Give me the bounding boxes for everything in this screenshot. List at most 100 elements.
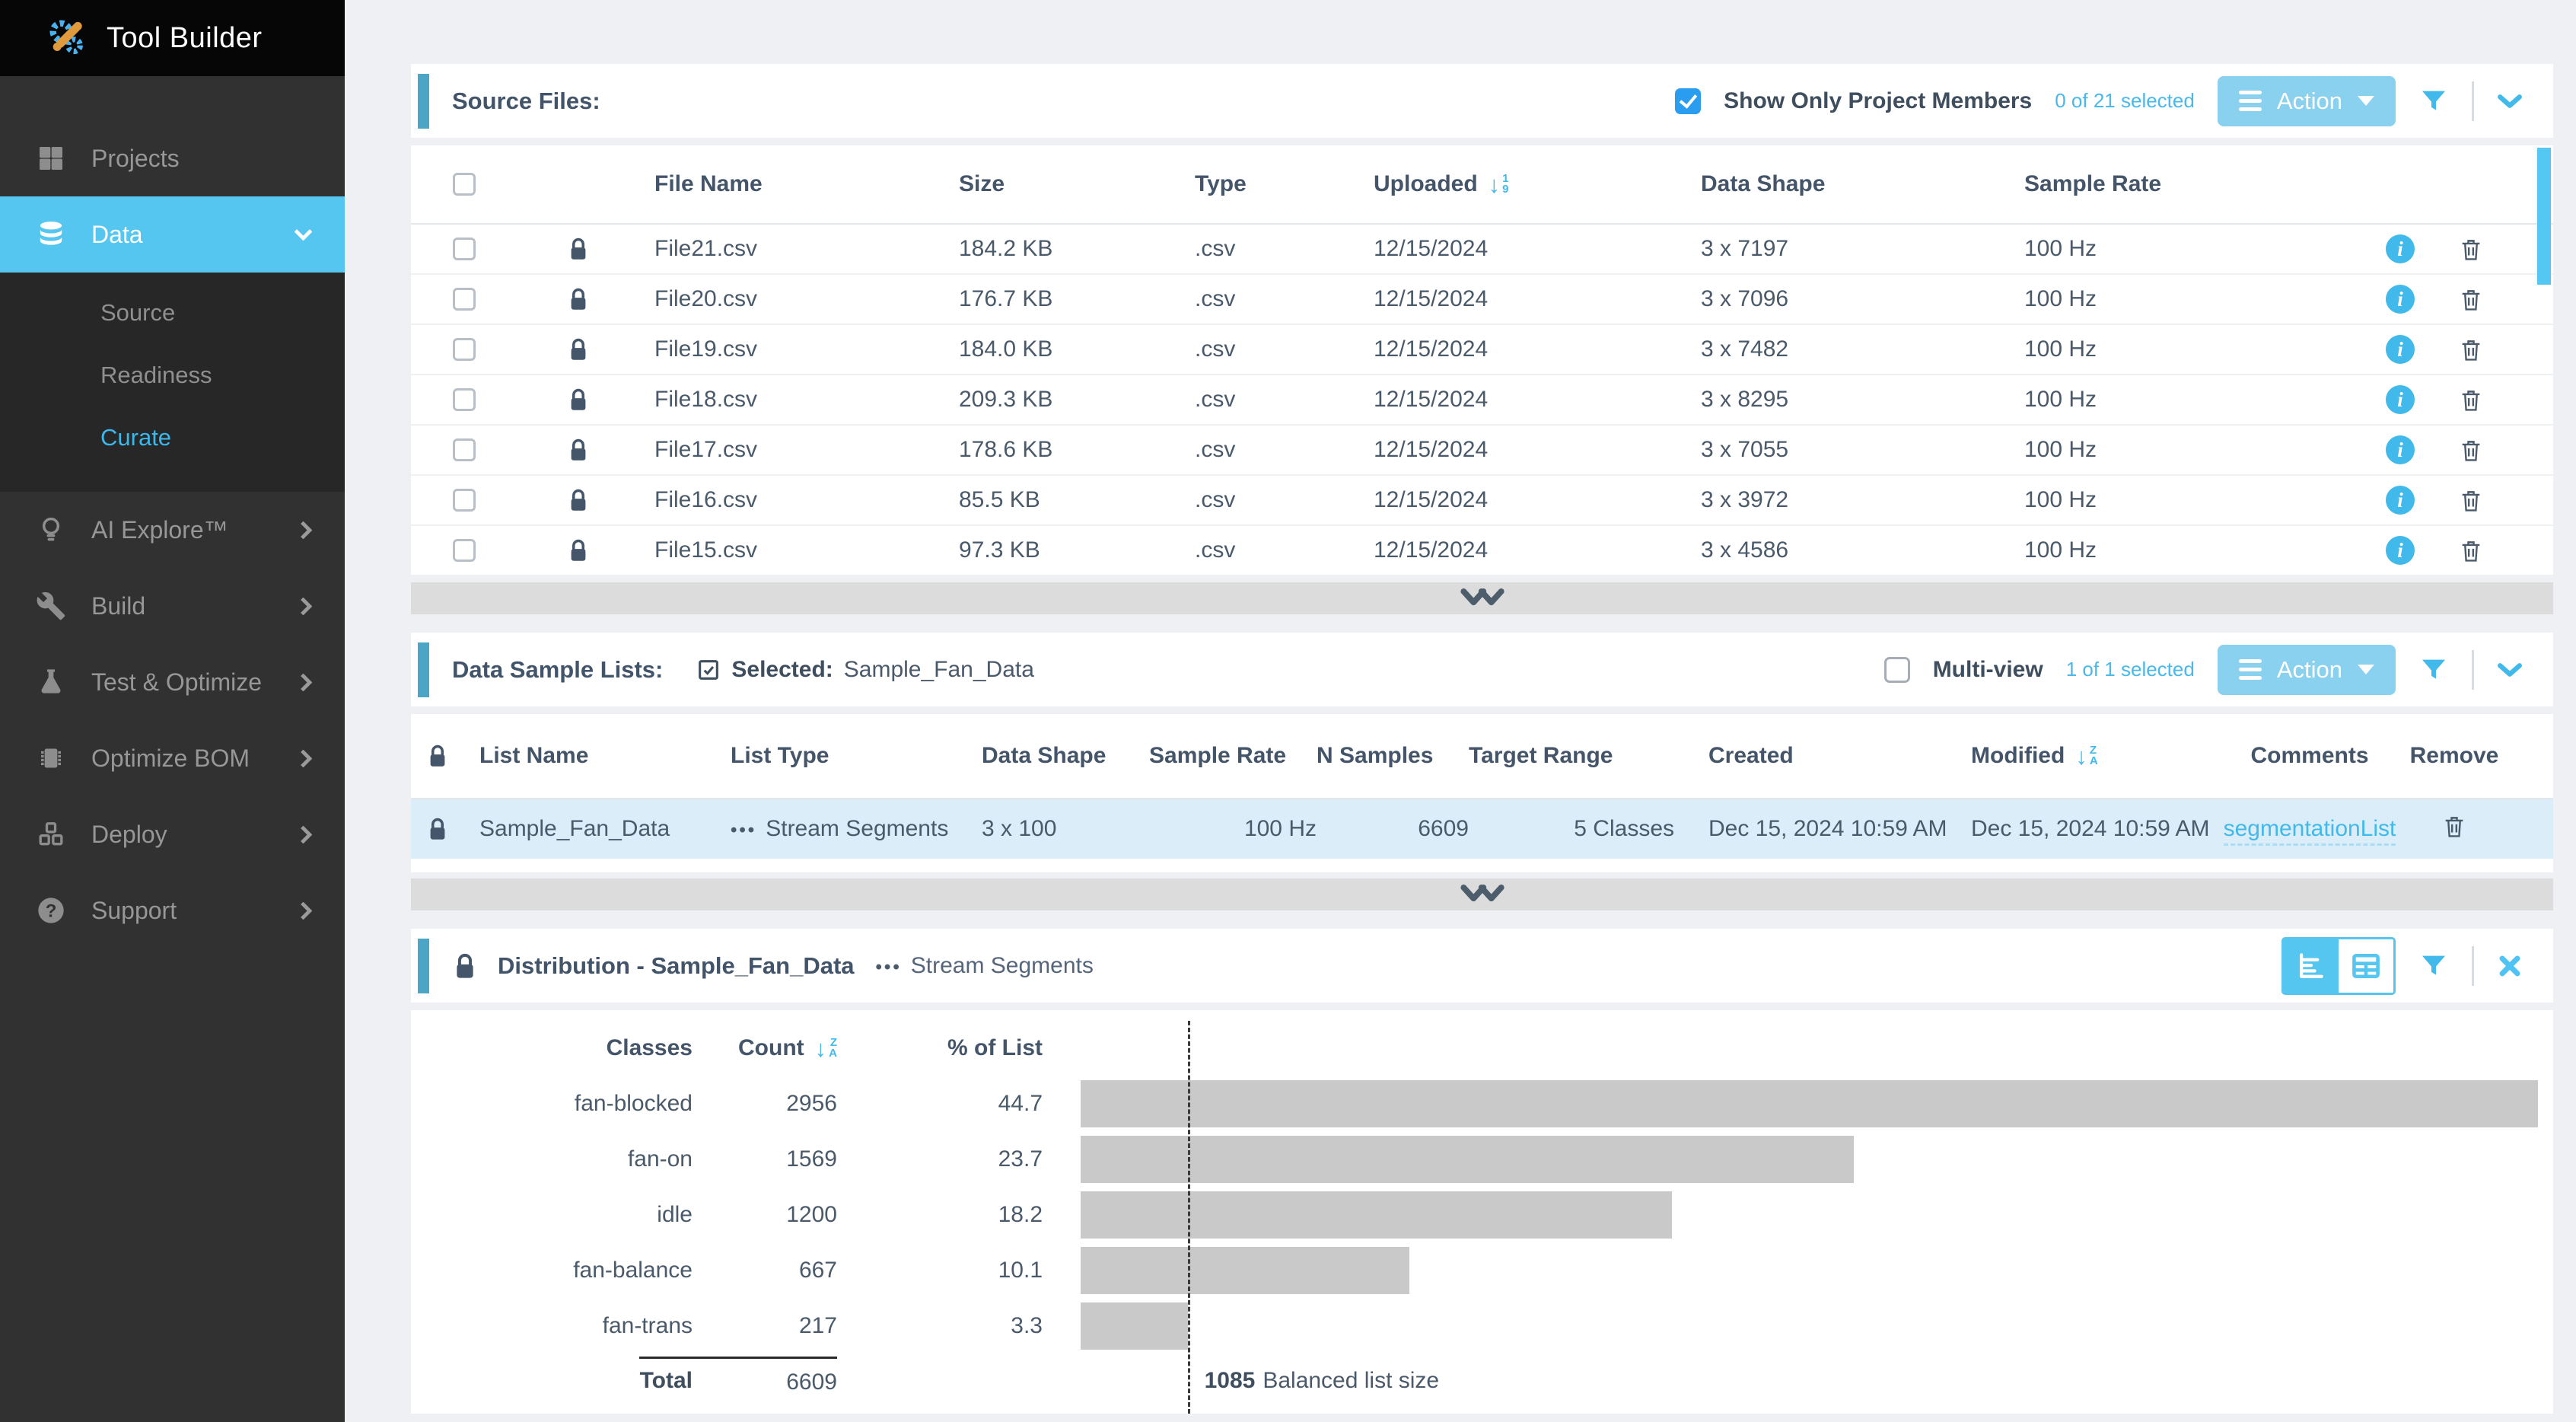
table-row[interactable]: File19.csv 184.0 KB .csv 12/15/2024 3 x … (411, 325, 2553, 375)
delete-button[interactable] (2458, 386, 2484, 413)
info-icon[interactable]: i (2386, 486, 2415, 515)
select-all-checkbox[interactable] (453, 173, 476, 196)
col-sample-rate[interactable]: Sample Rate (1149, 743, 1317, 769)
lock-icon (567, 387, 590, 413)
sidebar-item-test-optimize[interactable]: Test & Optimize (0, 644, 345, 720)
lock-icon (567, 487, 590, 513)
table-scrollbar[interactable] (2537, 148, 2551, 285)
delete-button[interactable] (2458, 336, 2484, 363)
cell-type: .csv (1195, 286, 1374, 312)
table-row[interactable]: File16.csv 85.5 KB .csv 12/15/2024 3 x 3… (411, 476, 2553, 526)
filter-button[interactable] (2418, 951, 2449, 981)
row-checkbox[interactable] (453, 238, 476, 260)
col-data-shape[interactable]: Data Shape (1701, 171, 2024, 197)
total-count: 6609 (639, 1357, 837, 1395)
delete-button[interactable] (2458, 486, 2484, 514)
col-classes[interactable]: Classes (426, 1035, 693, 1061)
row-checkbox[interactable] (453, 338, 476, 361)
bar-fan-balance (1081, 1247, 1409, 1294)
table-row[interactable]: File17.csv 178.6 KB .csv 12/15/2024 3 x … (411, 426, 2553, 476)
row-checkbox[interactable] (453, 288, 476, 311)
checked-box-icon (696, 658, 721, 682)
cell-uploaded: 12/15/2024 (1374, 487, 1701, 513)
chart-view-toggle[interactable] (2284, 939, 2339, 993)
sample-list-row-selected[interactable]: Sample_Fan_Data ••• Stream Segments 3 x … (411, 799, 2553, 859)
sidebar-subitem-curate[interactable]: Curate (0, 407, 345, 469)
remove-list-button[interactable] (2441, 812, 2467, 840)
panel-accent-bar (418, 642, 429, 697)
info-icon[interactable]: i (2386, 234, 2415, 263)
sidebar-item-build[interactable]: Build (0, 568, 345, 644)
collapse-panel-button[interactable] (2497, 93, 2523, 110)
col-created[interactable]: Created (1674, 743, 1948, 769)
cell-created: Dec 15, 2024 10:59 AM (1674, 816, 1948, 842)
col-type[interactable]: Type (1195, 171, 1374, 197)
sidebar-item-projects[interactable]: Projects (0, 120, 345, 196)
filter-button[interactable] (2418, 655, 2449, 685)
info-icon[interactable]: i (2386, 385, 2415, 414)
cubes-icon (33, 819, 68, 850)
row-checkbox[interactable] (453, 489, 476, 512)
delete-button[interactable] (2458, 235, 2484, 263)
collapse-panel-button[interactable] (2497, 662, 2523, 678)
col-sample-rate[interactable]: Sample Rate (2024, 171, 2329, 197)
action-dropdown-button[interactable]: Action (2218, 645, 2396, 695)
source-files-collapse-strip[interactable] (411, 582, 2553, 614)
comments-link[interactable]: segmentationList (2224, 816, 2396, 846)
sidebar-item-label: Test & Optimize (91, 668, 274, 697)
col-file-name[interactable]: File Name (654, 171, 959, 197)
info-icon[interactable]: i (2386, 285, 2415, 314)
col-modified[interactable]: Modified ↓ZA (1948, 743, 2222, 769)
col-uploaded[interactable]: Uploaded ↓19 (1374, 171, 1701, 197)
row-checkbox[interactable] (453, 539, 476, 562)
table-row[interactable]: File15.csv 97.3 KB .csv 12/15/2024 3 x 4… (411, 526, 2553, 576)
col-size[interactable]: Size (959, 171, 1195, 197)
action-dropdown-button[interactable]: Action (2218, 76, 2396, 126)
col-pct-of-list[interactable]: % of List (837, 1035, 1043, 1061)
cell-list-name: Sample_Fan_Data (479, 816, 731, 842)
row-checkbox[interactable] (453, 388, 476, 411)
col-list-type[interactable]: List Type (731, 743, 982, 769)
cell-data-shape: 3 x 3972 (1701, 487, 2024, 513)
table-view-toggle[interactable] (2339, 939, 2393, 993)
cell-sample-rate: 100 Hz (2024, 387, 2329, 413)
show-only-project-members-checkbox[interactable] (1675, 88, 1701, 114)
cell-data-shape: 3 x 7096 (1701, 286, 2024, 312)
sidebar-subitem-source[interactable]: Source (0, 282, 345, 344)
col-data-shape[interactable]: Data Shape (982, 743, 1149, 769)
source-files-header: Source Files: Show Only Project Members … (411, 64, 2553, 138)
panel-accent-bar (418, 939, 429, 993)
info-icon[interactable]: i (2386, 536, 2415, 565)
col-comments[interactable]: Comments (2222, 743, 2397, 769)
sidebar-item-data[interactable]: Data (0, 196, 345, 273)
sidebar-item-ai-explore[interactable]: AI Explore™ (0, 492, 345, 568)
cell-uploaded: 12/15/2024 (1374, 236, 1701, 262)
filter-button[interactable] (2418, 86, 2449, 116)
sidebar-item-support[interactable]: ? Support (0, 872, 345, 949)
sidebar-item-optimize-bom[interactable]: Optimize BOM (0, 720, 345, 796)
sidebar-subitem-readiness[interactable]: Readiness (0, 344, 345, 407)
distribution-row: idle 1200 18.2 (426, 1187, 1062, 1242)
col-count[interactable]: Count ↓ZA (693, 1035, 837, 1061)
distribution-table: Classes Count ↓ZA % of List fan-blocked … (426, 1021, 1062, 1414)
info-icon[interactable]: i (2386, 335, 2415, 364)
info-icon[interactable]: i (2386, 435, 2415, 464)
cell-sample-rate: 100 Hz (2024, 437, 2329, 463)
multi-view-checkbox[interactable] (1884, 657, 1910, 683)
col-n-samples[interactable]: N Samples (1317, 743, 1469, 769)
table-row[interactable]: File21.csv 184.2 KB .csv 12/15/2024 3 x … (411, 225, 2553, 275)
sidebar-item-label: Deploy (91, 821, 274, 849)
delete-button[interactable] (2458, 436, 2484, 464)
col-list-name[interactable]: List Name (479, 743, 731, 769)
cell-file-name: File20.csv (654, 286, 959, 312)
sidebar-item-deploy[interactable]: Deploy (0, 796, 345, 872)
row-checkbox[interactable] (453, 438, 476, 461)
col-target-range[interactable]: Target Range (1469, 743, 1674, 769)
close-panel-button[interactable] (2497, 953, 2523, 979)
delete-button[interactable] (2458, 537, 2484, 564)
class-name: idle (426, 1202, 693, 1228)
table-row[interactable]: File20.csv 176.7 KB .csv 12/15/2024 3 x … (411, 275, 2553, 325)
sample-lists-collapse-strip[interactable] (411, 878, 2553, 910)
delete-button[interactable] (2458, 285, 2484, 313)
table-row[interactable]: File18.csv 209.3 KB .csv 12/15/2024 3 x … (411, 375, 2553, 426)
